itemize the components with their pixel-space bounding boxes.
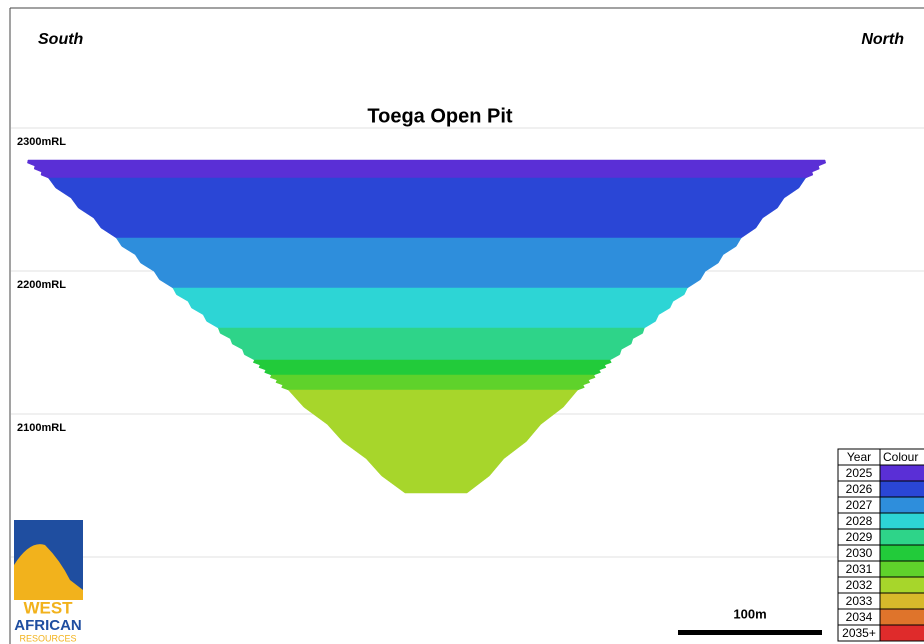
legend-swatch — [879, 512, 924, 530]
legend-header: Colour — [883, 450, 918, 464]
legend-swatch — [879, 544, 924, 562]
south-label: South — [38, 31, 84, 48]
scale-label: 100m — [733, 606, 766, 621]
legend-header: Year — [847, 450, 871, 464]
elevation-label: 2100mRL — [17, 422, 66, 434]
legend: Year Colour 2025 2026 2027 2028 2029 2030 2031 20… — [837, 448, 924, 642]
pit-stage — [217, 327, 645, 361]
legend-swatch — [879, 464, 924, 482]
legend-swatch — [879, 528, 924, 546]
logo-text: AFRICAN — [14, 617, 82, 634]
legend-year: 2035+ — [842, 626, 876, 640]
legend-swatch — [879, 480, 924, 498]
elevation-label: 2300mRL — [17, 136, 66, 148]
title: Toega Open Pit — [367, 105, 513, 127]
pit-stage — [252, 359, 612, 376]
logo-text: RESOURCES — [19, 633, 76, 643]
legend-swatch — [879, 560, 924, 578]
legend-swatch — [879, 608, 924, 626]
legend-year: 2027 — [846, 498, 873, 512]
pit — [27, 159, 827, 494]
legend-year: 2026 — [846, 482, 873, 496]
legend-year: 2028 — [846, 514, 873, 528]
legend-year: 2025 — [846, 466, 873, 480]
legend-year: 2032 — [846, 578, 873, 592]
scale-bar — [678, 630, 822, 635]
logo: WEST AFRICAN RESOURCES — [14, 520, 83, 643]
logo-shape — [14, 544, 83, 600]
pit-stage — [269, 374, 596, 391]
logo-text: WEST — [23, 598, 73, 617]
elevation-label: 2200mRL — [17, 279, 66, 291]
legend-year: 2034 — [846, 610, 873, 624]
pit-stage — [47, 177, 807, 239]
legend-swatch — [879, 576, 924, 594]
legend-year: 2033 — [846, 594, 873, 608]
pit-stage — [27, 159, 827, 179]
pit-stage — [115, 237, 742, 289]
pit-stage — [172, 287, 688, 329]
legend-swatch — [879, 496, 924, 514]
legend-year: 2029 — [846, 530, 873, 544]
legend-swatch — [879, 592, 924, 610]
pit-stage — [287, 389, 579, 494]
legend-year: 2031 — [846, 562, 873, 576]
north-label: North — [861, 31, 904, 48]
legend-year: 2030 — [846, 546, 873, 560]
legend-swatch — [879, 624, 924, 642]
